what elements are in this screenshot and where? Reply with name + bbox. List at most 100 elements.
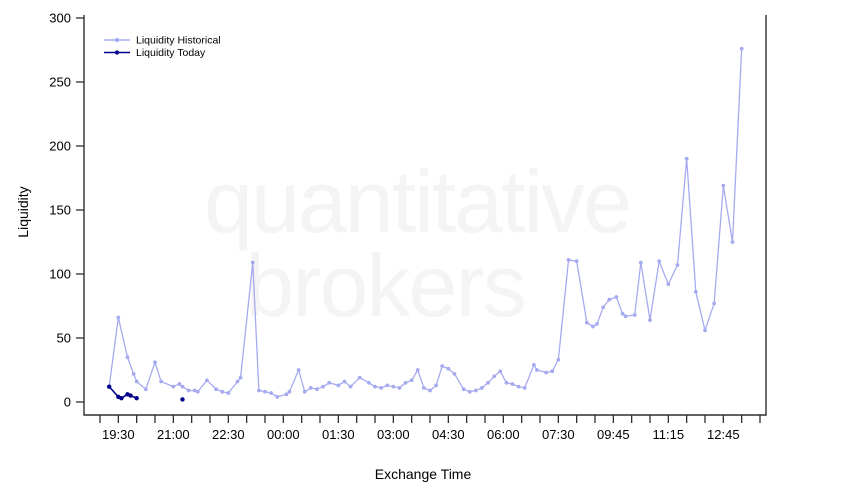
historical-point (446, 366, 451, 371)
historical-point (434, 383, 439, 388)
today-point (128, 393, 133, 398)
x-tick-label: 03:00 (377, 427, 410, 442)
historical-point (177, 382, 182, 386)
historical-point (192, 388, 197, 393)
today-point (134, 395, 139, 401)
historical-point (467, 389, 472, 394)
y-tick-label: 0 (64, 395, 71, 410)
historical-point (379, 386, 384, 390)
historical-point (220, 389, 225, 394)
historical-point (250, 260, 255, 265)
y-tick-label: 300 (49, 11, 71, 26)
historical-point (348, 384, 353, 389)
today-point (119, 395, 124, 401)
historical-point (492, 374, 497, 379)
historical-point (486, 380, 490, 385)
historical-point (657, 259, 662, 264)
historical-point (584, 320, 589, 325)
historical-point (531, 362, 536, 367)
historical-point (275, 394, 280, 399)
historical-point (440, 364, 445, 369)
historical-point (143, 387, 148, 392)
legend-label-today: Liquidity Today (136, 47, 206, 59)
historical-point (648, 318, 652, 322)
historical-point (739, 46, 744, 51)
historical-point (595, 322, 599, 326)
historical-point (238, 375, 243, 380)
x-tick-label: 07:30 (542, 427, 575, 442)
historical-point (666, 282, 671, 287)
historical-point (336, 383, 341, 388)
historical-point (614, 295, 619, 299)
historical-point (574, 259, 579, 264)
y-tick-label: 100 (49, 267, 71, 282)
y-tick-label: 150 (49, 203, 71, 218)
x-tick-label: 06:00 (487, 427, 520, 442)
historical-point (428, 388, 432, 393)
historical-point (480, 386, 484, 390)
historical-point (180, 384, 185, 389)
historical-point (566, 258, 571, 262)
y-axis-title: Liquidity (15, 186, 31, 237)
historical-point (214, 387, 219, 392)
historical-point (308, 386, 313, 390)
axes: 0 50 100 150 200 250 300 19:30 21:00 22:30 00:00 01… (49, 11, 767, 442)
historical-point (195, 389, 200, 394)
historical-point (461, 387, 466, 392)
historical-point (452, 371, 457, 376)
watermark-line1: quantitative (204, 152, 630, 251)
historical-point (550, 369, 555, 374)
axis-box (83, 15, 767, 416)
legend: Liquidity Historical Liquidity Today (104, 35, 221, 59)
historical-point (632, 313, 637, 317)
historical-point (391, 384, 396, 389)
historical-point (703, 328, 707, 333)
historical-point (712, 301, 717, 306)
legend-marker-today-icon (114, 50, 120, 55)
x-tick-label: 11:15 (653, 427, 685, 442)
historical-point (269, 391, 274, 395)
historical-point (498, 369, 503, 374)
historical-point (226, 391, 231, 395)
historical-point (125, 355, 130, 360)
historical-point (342, 379, 347, 384)
historical-point (235, 379, 240, 384)
x-axis-title: Exchange Time (375, 466, 472, 482)
historical-point (171, 384, 176, 389)
historical-point (623, 314, 628, 319)
historical-point (296, 368, 301, 372)
historical-point (397, 386, 402, 390)
historical-point (415, 368, 420, 372)
historical-point (287, 389, 292, 394)
historical-point (601, 305, 606, 310)
historical-point (315, 387, 319, 392)
historical-point (504, 380, 509, 385)
historical-point (134, 379, 139, 384)
x-tick-label: 01:30 (322, 427, 355, 442)
historical-point (684, 156, 689, 161)
historical-point (186, 388, 191, 393)
historical-point (638, 260, 643, 265)
y-tick-label: 250 (49, 75, 71, 90)
historical-point (721, 183, 726, 188)
historical-point (263, 389, 267, 394)
today-point (106, 384, 112, 389)
historical-point (159, 379, 164, 384)
historical-point (385, 383, 390, 388)
historical-point (693, 290, 698, 294)
x-tick-label: 04:30 (432, 427, 465, 442)
series (106, 46, 744, 402)
y-tick-label: 50 (57, 331, 71, 346)
historical-point (357, 375, 362, 380)
historical-point (544, 370, 549, 375)
historical-point (373, 384, 377, 389)
x-tick-label: 00:00 (267, 427, 300, 442)
watermark-line2: brokers (245, 236, 524, 335)
historical-point (730, 240, 735, 244)
historical-point (516, 384, 521, 389)
historical-point (403, 380, 408, 385)
historical-point (116, 315, 121, 320)
today-point (180, 397, 185, 402)
legend-label-historical: Liquidity Historical (136, 35, 221, 47)
